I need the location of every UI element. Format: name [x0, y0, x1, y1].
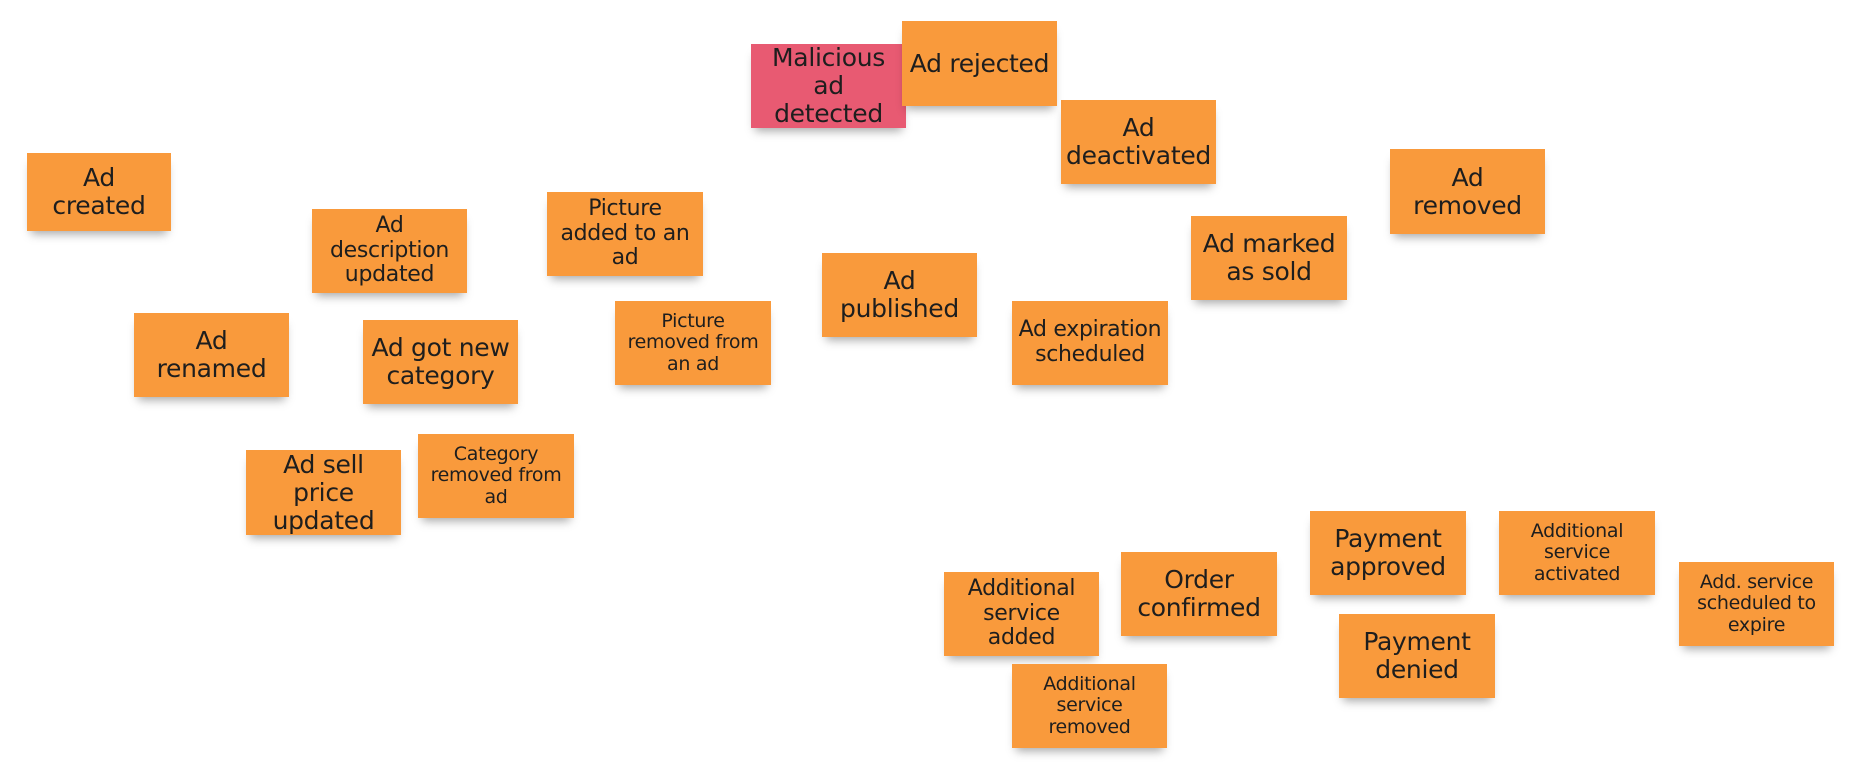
- sticky-note-ad-published[interactable]: Ad published: [822, 253, 977, 337]
- note-text: Ad deactivated: [1066, 113, 1211, 170]
- sticky-note-ad-got-new-category[interactable]: Ad got new category: [363, 320, 518, 404]
- sticky-note-ad-renamed[interactable]: Ad renamed: [134, 313, 289, 397]
- sticky-note-ad-sell-price-updated[interactable]: Ad sell price updated: [246, 450, 401, 535]
- note-text: Ad got new category: [371, 333, 510, 390]
- sticky-note-category-removed[interactable]: Category removed from ad: [418, 434, 574, 518]
- sticky-note-payment-approved[interactable]: Payment approved: [1310, 511, 1466, 595]
- note-text: Additional service activated: [1530, 520, 1624, 585]
- note-text: Picture removed from an ad: [627, 310, 759, 375]
- sticky-note-ad-created[interactable]: Ad created: [27, 153, 171, 231]
- note-text: Add. service scheduled to expire: [1697, 571, 1816, 636]
- note-text: Ad marked as sold: [1202, 229, 1336, 286]
- sticky-note-payment-denied[interactable]: Payment denied: [1339, 614, 1495, 698]
- note-text: Malicious ad detected: [772, 43, 885, 128]
- note-text: Ad renamed: [156, 326, 267, 383]
- sticky-note-ad-rejected[interactable]: Ad rejected: [902, 21, 1057, 106]
- note-text: Ad rejected: [909, 48, 1050, 78]
- note-text: Additional service removed: [1043, 673, 1136, 738]
- note-text: Ad expiration scheduled: [1018, 317, 1162, 367]
- sticky-note-additional-service-removed[interactable]: Additional service removed: [1012, 664, 1167, 748]
- note-text: Ad created: [52, 163, 146, 220]
- note-text: Ad description updated: [329, 213, 450, 288]
- note-text: Ad published: [840, 266, 959, 323]
- sticky-note-ad-removed[interactable]: Ad removed: [1390, 149, 1545, 234]
- note-text: Payment approved: [1330, 524, 1446, 581]
- note-text: Category removed from ad: [430, 443, 562, 508]
- hotspot-note-malicious-ad-detected[interactable]: Malicious ad detected: [751, 44, 906, 128]
- sticky-note-additional-service-activated[interactable]: Additional service activated: [1499, 511, 1655, 595]
- note-text: Ad sell price updated: [272, 449, 375, 535]
- note-text: Ad removed: [1413, 162, 1522, 220]
- sticky-note-ad-deactivated[interactable]: Ad deactivated: [1061, 100, 1216, 184]
- note-text: Payment denied: [1363, 627, 1471, 684]
- sticky-note-add-service-scheduled-to-expire[interactable]: Add. service scheduled to expire: [1679, 562, 1834, 646]
- sticky-note-picture-added[interactable]: Picture added to an ad: [547, 192, 703, 276]
- note-text: Order confirmed: [1137, 565, 1261, 622]
- note-text: Additional service added: [967, 576, 1076, 651]
- sticky-note-additional-service-added[interactable]: Additional service added: [944, 572, 1099, 656]
- sticky-note-picture-removed[interactable]: Picture removed from an ad: [615, 301, 771, 385]
- note-text: Picture added to an ad: [560, 196, 690, 271]
- sticky-note-ad-description-updated[interactable]: Ad description updated: [312, 209, 467, 293]
- sticky-note-order-confirmed[interactable]: Order confirmed: [1121, 552, 1277, 636]
- sticky-note-ad-marked-as-sold[interactable]: Ad marked as sold: [1191, 216, 1347, 300]
- sticky-note-ad-expiration-scheduled[interactable]: Ad expiration scheduled: [1012, 301, 1168, 385]
